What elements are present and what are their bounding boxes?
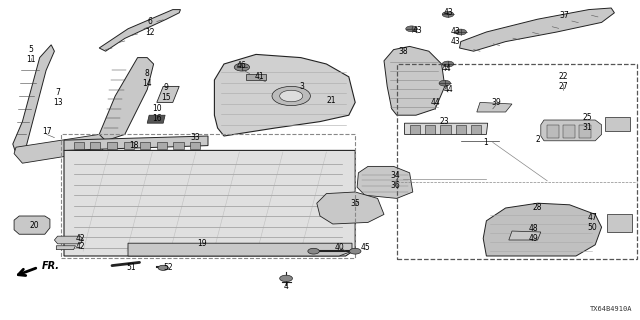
Polygon shape: [99, 58, 154, 141]
Text: 44: 44: [443, 85, 453, 94]
Text: 46: 46: [237, 61, 247, 70]
Circle shape: [406, 26, 417, 32]
Bar: [607, 214, 632, 232]
Circle shape: [455, 29, 467, 35]
Polygon shape: [357, 166, 413, 198]
Text: 1: 1: [483, 138, 488, 147]
Polygon shape: [317, 192, 384, 224]
Circle shape: [272, 86, 310, 106]
Text: 4: 4: [284, 282, 289, 291]
Bar: [140, 142, 150, 149]
Polygon shape: [157, 86, 179, 102]
Circle shape: [439, 80, 451, 86]
Circle shape: [442, 61, 454, 67]
Text: 9
15: 9 15: [161, 83, 172, 102]
Text: 48
49: 48 49: [528, 224, 538, 243]
Polygon shape: [384, 46, 445, 115]
Polygon shape: [541, 120, 602, 141]
Text: 23: 23: [440, 117, 450, 126]
Bar: [471, 125, 481, 134]
Text: 18: 18: [130, 141, 139, 150]
Text: 28: 28: [533, 204, 542, 212]
Bar: [157, 142, 167, 149]
Polygon shape: [14, 216, 50, 234]
Text: 42: 42: [75, 234, 85, 243]
Bar: [579, 125, 591, 138]
Bar: [425, 125, 435, 134]
Polygon shape: [56, 246, 76, 250]
Text: 8
14: 8 14: [142, 69, 152, 88]
Text: 7
13: 7 13: [52, 88, 63, 107]
Circle shape: [280, 90, 303, 102]
Circle shape: [442, 12, 454, 17]
Text: 42: 42: [75, 242, 85, 251]
Text: 43: 43: [412, 26, 422, 35]
Text: 34
36: 34 36: [390, 171, 400, 190]
Text: 40: 40: [334, 244, 344, 252]
Bar: [74, 142, 84, 149]
Text: 33: 33: [190, 133, 200, 142]
Bar: [90, 142, 100, 149]
Bar: [124, 142, 134, 149]
Bar: [563, 125, 575, 138]
Bar: [440, 125, 451, 134]
Bar: [605, 117, 630, 131]
Text: 44: 44: [430, 98, 440, 107]
Polygon shape: [99, 10, 180, 51]
Text: 20: 20: [29, 221, 39, 230]
Bar: [547, 125, 559, 138]
Text: 5
11: 5 11: [26, 45, 35, 64]
Text: 41: 41: [254, 72, 264, 81]
Polygon shape: [64, 136, 208, 150]
Text: 25
31: 25 31: [582, 113, 593, 132]
Polygon shape: [460, 8, 614, 51]
Polygon shape: [128, 243, 352, 256]
Text: 35: 35: [350, 199, 360, 208]
Polygon shape: [14, 134, 106, 163]
Text: 6
12: 6 12: [146, 18, 155, 37]
Text: FR.: FR.: [42, 261, 60, 271]
Circle shape: [158, 265, 168, 270]
Bar: [397, 64, 637, 259]
Polygon shape: [54, 236, 83, 244]
Polygon shape: [483, 203, 602, 256]
Bar: [190, 142, 200, 149]
Polygon shape: [246, 74, 266, 80]
Text: 22
27: 22 27: [558, 72, 568, 91]
Bar: [173, 142, 184, 149]
Text: 19: 19: [196, 239, 207, 248]
Text: 43
43: 43 43: [451, 27, 461, 46]
Polygon shape: [477, 102, 512, 112]
Text: 51: 51: [126, 263, 136, 272]
Text: 44: 44: [442, 64, 452, 73]
Text: 10
16: 10 16: [152, 104, 162, 123]
Polygon shape: [13, 45, 54, 154]
Text: 52: 52: [163, 263, 173, 272]
Polygon shape: [147, 115, 165, 123]
Polygon shape: [509, 231, 541, 240]
Polygon shape: [214, 54, 355, 136]
Bar: [456, 125, 466, 134]
Polygon shape: [404, 123, 488, 134]
Text: 21: 21: [327, 96, 336, 105]
Bar: [107, 142, 117, 149]
Text: 3: 3: [300, 82, 305, 91]
Text: TX64B4910A: TX64B4910A: [590, 306, 632, 312]
Text: 37: 37: [559, 11, 570, 20]
Text: 38: 38: [398, 47, 408, 56]
Polygon shape: [64, 150, 355, 256]
Circle shape: [349, 248, 361, 254]
Text: 2: 2: [535, 135, 540, 144]
Text: 43: 43: [443, 8, 453, 17]
Text: 17: 17: [42, 127, 52, 136]
Text: 47
50: 47 50: [587, 213, 597, 232]
Bar: [410, 125, 420, 134]
Circle shape: [280, 275, 292, 282]
Circle shape: [234, 63, 250, 71]
Text: 39: 39: [491, 98, 501, 107]
Circle shape: [308, 248, 319, 254]
Text: 45: 45: [360, 244, 371, 252]
